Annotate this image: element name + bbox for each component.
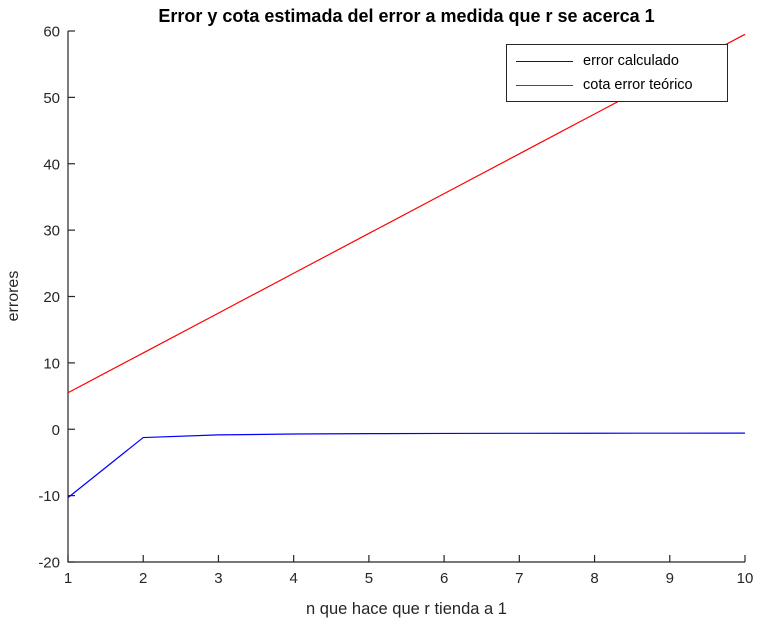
- legend: error calculado cota error teórico: [506, 44, 728, 102]
- svg-text:7: 7: [515, 570, 523, 587]
- svg-text:-20: -20: [38, 555, 60, 572]
- y-axis-label: errores: [5, 270, 22, 322]
- svg-text:9: 9: [666, 570, 674, 587]
- legend-entry-cota-error-teorico: cota error teórico: [507, 76, 727, 94]
- svg-text:40: 40: [43, 156, 60, 173]
- data-lines: [67, 33, 746, 499]
- legend-line-sample-blue: [516, 60, 573, 62]
- svg-text:6: 6: [440, 570, 448, 587]
- svg-text:8: 8: [590, 570, 598, 587]
- svg-text:10: 10: [737, 570, 754, 587]
- legend-label: cota error teórico: [583, 77, 693, 93]
- svg-text:10: 10: [43, 355, 60, 372]
- svg-text:60: 60: [43, 24, 60, 41]
- chart-title: Error y cota estimada del error a medida…: [158, 6, 655, 26]
- svg-text:30: 30: [43, 223, 60, 240]
- svg-text:-10: -10: [38, 488, 60, 505]
- axes: [67, 30, 746, 563]
- legend-entry-error-calculado: error calculado: [507, 52, 727, 70]
- x-axis-label: n que hace que r tienda a 1: [306, 600, 507, 618]
- svg-text:3: 3: [214, 570, 222, 587]
- svg-text:5: 5: [365, 570, 373, 587]
- svg-text:20: 20: [43, 289, 60, 306]
- svg-text:1: 1: [64, 570, 72, 587]
- legend-label: error calculado: [583, 53, 679, 69]
- legend-line-sample-red: [516, 84, 573, 86]
- svg-text:50: 50: [43, 90, 60, 107]
- svg-text:2: 2: [139, 570, 147, 587]
- svg-text:0: 0: [52, 422, 60, 439]
- tick-labels: -20 -10 0 10 20 30 40 50 60 1 2 3 4 5 6 7 8 9 10: [38, 24, 753, 588]
- svg-text:4: 4: [289, 570, 297, 587]
